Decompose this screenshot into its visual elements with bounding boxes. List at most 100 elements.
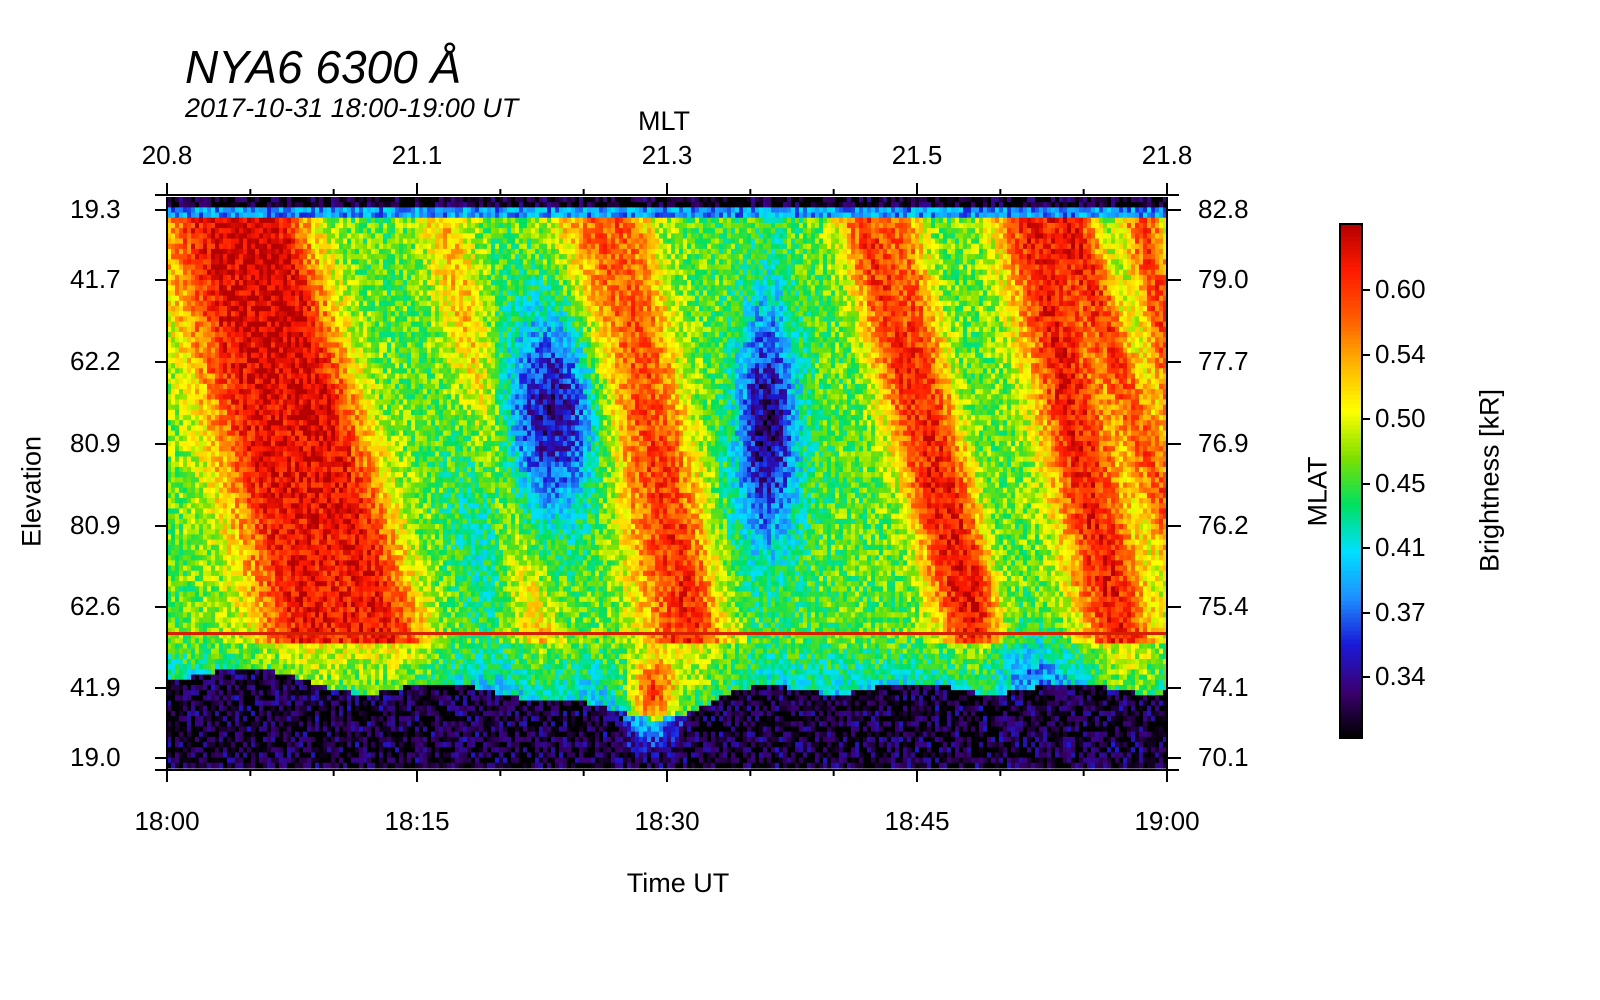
heatmap-cell bbox=[1071, 243, 1076, 250]
heatmap-cell bbox=[463, 274, 468, 281]
heatmap-cell bbox=[623, 228, 628, 234]
heatmap-cell bbox=[931, 290, 936, 297]
heatmap-cell bbox=[831, 290, 836, 297]
heatmap-cell bbox=[851, 217, 856, 224]
heatmap-cell bbox=[183, 217, 188, 224]
heatmap-cell bbox=[1111, 243, 1116, 250]
heatmap-cell bbox=[587, 295, 592, 302]
heatmap-cell bbox=[367, 269, 372, 276]
heatmap-cell bbox=[583, 243, 588, 250]
heatmap-cell bbox=[1075, 202, 1080, 208]
heatmap-cell bbox=[511, 217, 516, 224]
heatmap-cell bbox=[347, 207, 352, 214]
heatmap-cell bbox=[475, 212, 480, 219]
heatmap-cell bbox=[211, 228, 216, 234]
heatmap-cell bbox=[271, 274, 276, 281]
heatmap-cell bbox=[319, 228, 324, 234]
heatmap-cell bbox=[415, 197, 420, 203]
heatmap-cell bbox=[191, 259, 196, 266]
heatmap-cell bbox=[887, 280, 892, 286]
heatmap-cell bbox=[1059, 269, 1064, 276]
heatmap-cell bbox=[791, 264, 796, 271]
heatmap-cell bbox=[595, 197, 600, 203]
heatmap-cell bbox=[323, 243, 328, 250]
heatmap-cell bbox=[703, 280, 708, 286]
heatmap-cell bbox=[187, 259, 192, 266]
heatmap-cell bbox=[703, 217, 708, 224]
heatmap-cell bbox=[955, 222, 960, 229]
heatmap-cell bbox=[903, 207, 908, 214]
heatmap-cell bbox=[387, 269, 392, 276]
heatmap-cell bbox=[195, 197, 200, 203]
heatmap-cell bbox=[431, 238, 436, 245]
heatmap-cell bbox=[935, 207, 940, 214]
heatmap-cell bbox=[235, 243, 240, 250]
heatmap-cell bbox=[627, 274, 632, 281]
heatmap-cell bbox=[1011, 217, 1016, 224]
heatmap-cell bbox=[479, 202, 484, 208]
heatmap-cell bbox=[1059, 207, 1064, 214]
heatmap-cell bbox=[447, 280, 452, 286]
heatmap-cell bbox=[1039, 264, 1044, 271]
heatmap-cell bbox=[1083, 248, 1088, 255]
heatmap-cell bbox=[411, 285, 416, 292]
heatmap-cell bbox=[715, 290, 720, 297]
heatmap-cell bbox=[327, 259, 332, 266]
heatmap-cell bbox=[1075, 290, 1080, 297]
heatmap-cell bbox=[831, 295, 836, 302]
heatmap-cell bbox=[811, 295, 816, 302]
heatmap-cell bbox=[439, 233, 444, 240]
heatmap-cell bbox=[759, 243, 764, 250]
heatmap-cell bbox=[275, 269, 280, 276]
heatmap-cell bbox=[167, 248, 172, 255]
heatmap-cell bbox=[391, 238, 396, 245]
heatmap-cell bbox=[1063, 238, 1068, 245]
heatmap-cell bbox=[275, 212, 280, 219]
heatmap-cell bbox=[515, 212, 520, 219]
heatmap-cell bbox=[307, 290, 312, 297]
heatmap-cell bbox=[891, 248, 896, 255]
heatmap-cell bbox=[263, 274, 268, 281]
heatmap-cell bbox=[459, 254, 464, 260]
heatmap-cell bbox=[915, 248, 920, 255]
heatmap-cell bbox=[1075, 248, 1080, 255]
heatmap-cell bbox=[1123, 228, 1128, 234]
heatmap-cell bbox=[1047, 212, 1052, 219]
heatmap-cell bbox=[395, 269, 400, 276]
heatmap-cell bbox=[1039, 228, 1044, 234]
heatmap-cell bbox=[259, 259, 264, 266]
heatmap-cell bbox=[323, 228, 328, 234]
heatmap-cell bbox=[443, 295, 448, 302]
heatmap-cell bbox=[379, 212, 384, 219]
heatmap-cell bbox=[999, 217, 1004, 224]
heatmap-cell bbox=[191, 217, 196, 224]
heatmap-cell bbox=[447, 248, 452, 255]
heatmap-cell bbox=[671, 248, 676, 255]
heatmap-cell bbox=[363, 295, 368, 302]
heatmap-cell bbox=[751, 248, 756, 255]
heatmap-cell bbox=[975, 259, 980, 266]
heatmap-cell bbox=[599, 269, 604, 276]
heatmap-cell bbox=[783, 228, 788, 234]
heatmap-cell bbox=[615, 207, 620, 214]
heatmap-cell bbox=[903, 248, 908, 255]
heatmap-cell bbox=[995, 295, 1000, 302]
heatmap-cell bbox=[959, 254, 964, 260]
heatmap-cell bbox=[995, 202, 1000, 208]
heatmap-cell bbox=[419, 264, 424, 271]
heatmap-cell bbox=[231, 254, 236, 260]
heatmap-cell bbox=[871, 248, 876, 255]
heatmap-cell bbox=[527, 217, 532, 224]
heatmap-cell bbox=[883, 228, 888, 234]
heatmap-cell bbox=[943, 280, 948, 286]
heatmap-cell bbox=[199, 264, 204, 271]
heatmap-cell bbox=[551, 207, 556, 214]
heatmap-cell bbox=[319, 217, 324, 224]
heatmap-cell bbox=[467, 243, 472, 250]
heatmap-cell bbox=[983, 285, 988, 292]
heatmap-cell bbox=[255, 217, 260, 224]
heatmap-cell bbox=[463, 238, 468, 245]
heatmap-cell bbox=[763, 233, 768, 240]
heatmap-cell bbox=[859, 285, 864, 292]
heatmap-cell bbox=[1159, 280, 1164, 286]
